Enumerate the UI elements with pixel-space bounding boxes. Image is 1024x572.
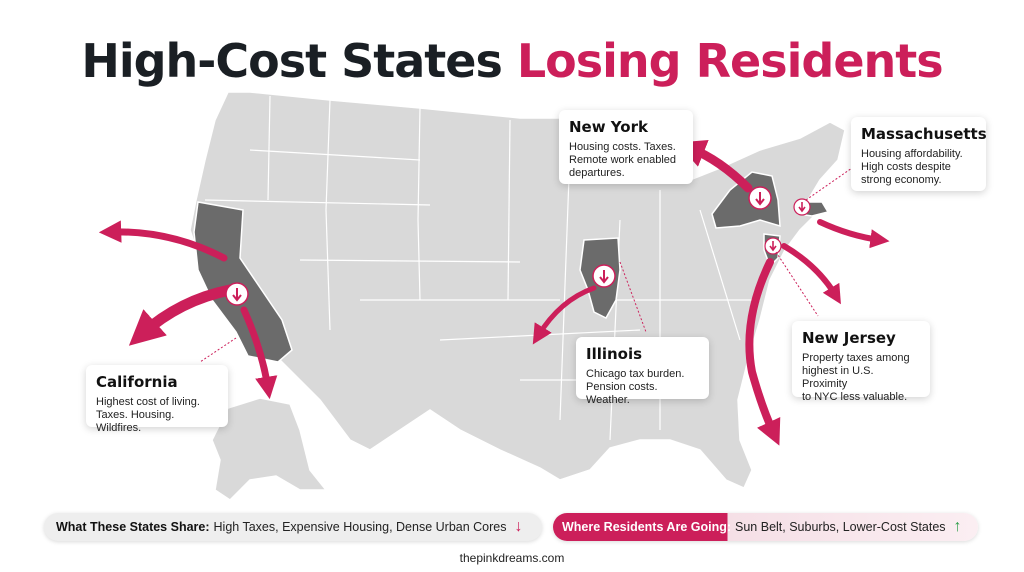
nj-arrow-south — [745, 258, 781, 446]
card-massachusetts: Massachusetts Housing affordability. Hig… — [851, 117, 987, 191]
arrow-up-icon: ↑ — [953, 518, 962, 535]
leader-lines — [199, 167, 853, 363]
card-california-title: California — [96, 373, 178, 391]
card-california-text: Highest cost of living. Taxes. Housing. … — [96, 396, 200, 434]
arrow-down-icon: ↓ — [514, 518, 523, 535]
shared-traits-pill: What These States Share: High Taxes, Exp… — [44, 513, 542, 541]
nj-arrow-east — [781, 243, 841, 305]
page-title: High-Cost States Losing Residents — [0, 34, 1024, 88]
card-massachusetts-title: Massachusetts — [861, 125, 987, 143]
card-new-york-text: Housing costs. Taxes. Remote work enable… — [569, 141, 677, 179]
title-part-2: Losing Residents — [516, 34, 944, 88]
card-california: California Highest cost of living. Taxes… — [86, 365, 228, 434]
state-borders — [204, 95, 760, 441]
destinations-value: Sun Belt, Suburbs, Lower-Cost States — [735, 520, 946, 534]
card-new-york-title: New York — [569, 118, 648, 136]
card-new-york: New York Housing costs. Taxes. Remote wo… — [559, 110, 693, 184]
shared-traits-label: What These States Share: — [56, 520, 210, 534]
alaska-shape — [211, 397, 328, 501]
card-new-jersey-text: Property taxes among highest in U.S. Pro… — [802, 352, 910, 403]
down-markers — [225, 186, 811, 306]
title-part-1: High-Cost States — [81, 34, 503, 88]
ca-arrow-southwest — [128, 284, 236, 346]
card-new-jersey-title: New Jersey — [802, 329, 896, 347]
shared-traits-value: High Taxes, Expensive Housing, Dense Urb… — [213, 520, 507, 534]
card-illinois: Illinois Chicago tax burden. Pension cos… — [576, 337, 709, 406]
ca-arrow-south — [240, 306, 278, 400]
footer-source: thepinkdreams.com — [459, 551, 565, 565]
destinations-label: Where Residents Are Going: — [562, 520, 732, 534]
il-arrow — [532, 285, 597, 345]
card-illinois-title: Illinois — [586, 345, 643, 363]
ca-arrow-west — [98, 220, 228, 262]
card-illinois-text: Chicago tax burden. Pension costs. Weath… — [586, 368, 685, 406]
card-massachusetts-text: Housing affordability. High costs despit… — [861, 148, 963, 186]
ny-arrow — [676, 139, 753, 193]
destinations-pill: Where Residents Are Going: Sun Belt, Sub… — [553, 513, 978, 541]
ma-arrow — [817, 219, 890, 249]
card-new-jersey: New Jersey Property taxes among highest … — [792, 321, 930, 403]
